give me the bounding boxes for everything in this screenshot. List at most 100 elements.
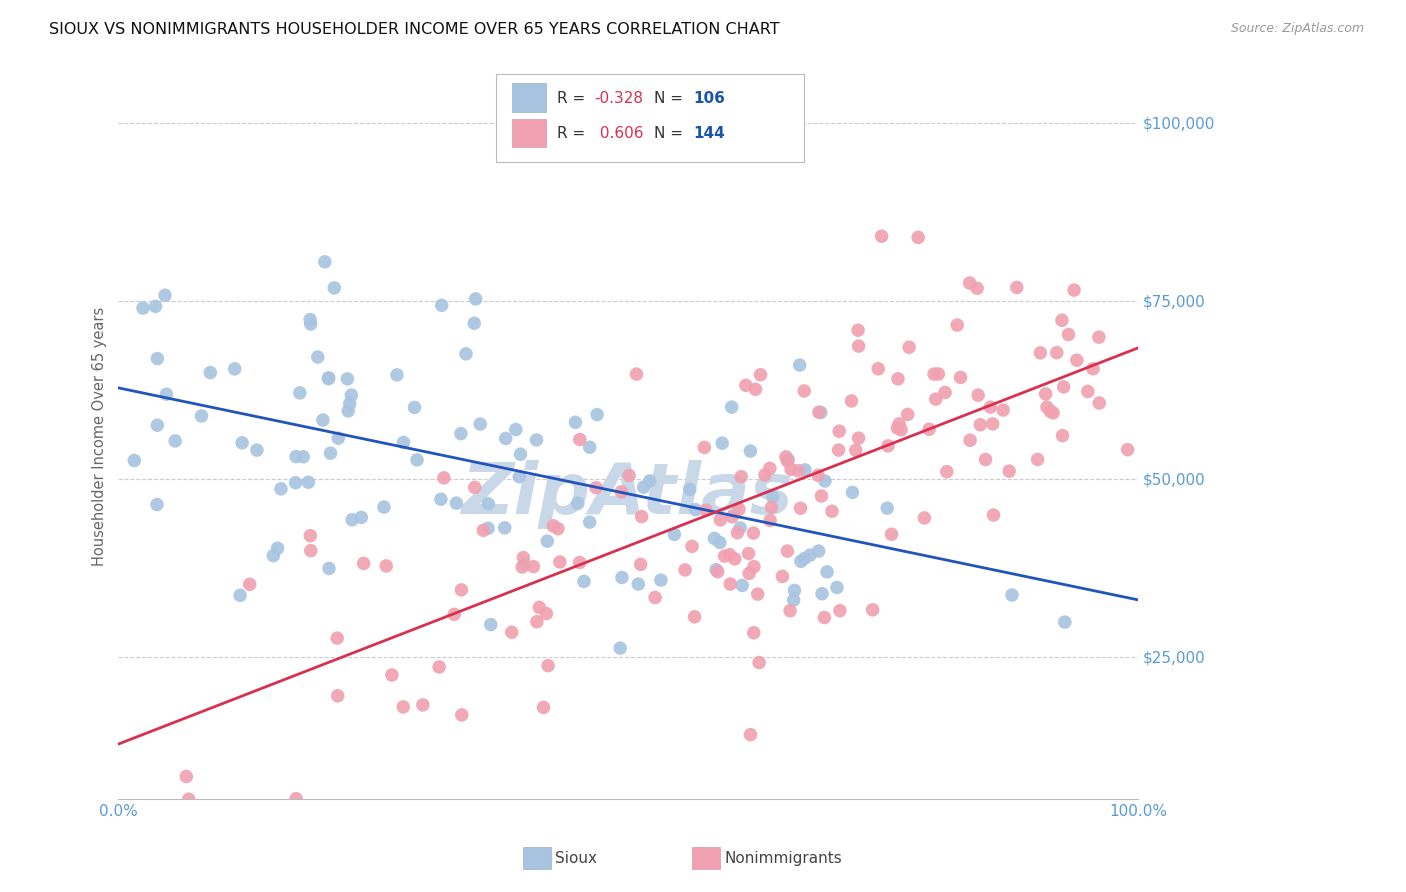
- Point: [340, 388, 363, 402]
- Point: [778, 452, 800, 467]
- Text: N =: N =: [654, 127, 688, 141]
- Point: [934, 385, 956, 400]
- Point: [536, 534, 558, 549]
- Point: [724, 552, 747, 566]
- Text: 144: 144: [693, 127, 725, 141]
- Point: [454, 347, 477, 361]
- Point: [1005, 280, 1028, 294]
- Text: R =: R =: [557, 127, 591, 141]
- Point: [610, 570, 633, 584]
- Point: [813, 610, 835, 624]
- Point: [177, 792, 200, 806]
- Point: [630, 509, 652, 524]
- Point: [787, 464, 810, 478]
- Point: [339, 397, 361, 411]
- Point: [522, 559, 544, 574]
- Point: [446, 496, 468, 510]
- Point: [385, 368, 408, 382]
- Point: [433, 471, 456, 485]
- Point: [828, 424, 851, 438]
- Point: [1036, 400, 1059, 414]
- Point: [299, 317, 322, 331]
- Point: [537, 658, 560, 673]
- Point: [814, 474, 837, 488]
- Point: [880, 527, 903, 541]
- Text: 106: 106: [693, 91, 725, 105]
- Point: [718, 577, 741, 591]
- Point: [270, 482, 292, 496]
- Point: [799, 548, 821, 562]
- Point: [336, 372, 359, 386]
- Point: [828, 604, 851, 618]
- Point: [373, 500, 395, 514]
- Point: [1066, 353, 1088, 368]
- Point: [464, 480, 486, 494]
- Point: [1088, 330, 1111, 344]
- Point: [153, 288, 176, 302]
- Point: [789, 501, 811, 516]
- Point: [807, 468, 830, 483]
- Point: [683, 610, 706, 624]
- Text: 0.606: 0.606: [595, 127, 643, 141]
- Point: [693, 441, 716, 455]
- Point: [381, 668, 404, 682]
- Point: [935, 465, 957, 479]
- Point: [1052, 380, 1074, 394]
- Point: [224, 362, 246, 376]
- Point: [862, 603, 884, 617]
- Point: [1001, 588, 1024, 602]
- Point: [1029, 346, 1052, 360]
- Point: [350, 510, 373, 524]
- Point: [981, 417, 1004, 431]
- Point: [617, 468, 640, 483]
- Point: [470, 417, 492, 431]
- Point: [912, 511, 935, 525]
- Point: [727, 525, 749, 540]
- Point: [508, 469, 530, 483]
- Point: [610, 484, 633, 499]
- Point: [779, 604, 801, 618]
- Point: [762, 490, 785, 504]
- Point: [890, 423, 912, 437]
- Point: [664, 527, 686, 541]
- Point: [299, 543, 322, 558]
- Point: [392, 700, 415, 714]
- Point: [827, 443, 849, 458]
- Point: [450, 426, 472, 441]
- Point: [815, 565, 838, 579]
- Point: [706, 565, 728, 579]
- Point: [406, 453, 429, 467]
- Point: [292, 450, 315, 464]
- Point: [1081, 361, 1104, 376]
- Point: [744, 382, 766, 396]
- Point: [825, 581, 848, 595]
- Point: [314, 254, 336, 268]
- Point: [793, 384, 815, 398]
- Point: [897, 408, 920, 422]
- Point: [807, 544, 830, 558]
- Point: [946, 318, 969, 332]
- Point: [509, 447, 531, 461]
- Point: [793, 551, 815, 566]
- Point: [318, 372, 340, 386]
- Point: [974, 452, 997, 467]
- Point: [848, 431, 870, 445]
- Point: [299, 529, 322, 543]
- Point: [742, 526, 765, 541]
- Point: [887, 417, 910, 431]
- Point: [998, 464, 1021, 478]
- Y-axis label: Householder Income Over 65 years: Householder Income Over 65 years: [93, 307, 107, 566]
- Point: [323, 281, 346, 295]
- Point: [1088, 396, 1111, 410]
- Point: [776, 454, 799, 468]
- Point: [1050, 313, 1073, 327]
- Point: [626, 367, 648, 381]
- Point: [1046, 345, 1069, 359]
- Point: [529, 600, 551, 615]
- Point: [730, 469, 752, 483]
- Point: [312, 413, 335, 427]
- Point: [353, 557, 375, 571]
- Point: [512, 550, 534, 565]
- Point: [145, 299, 167, 313]
- Point: [927, 367, 949, 381]
